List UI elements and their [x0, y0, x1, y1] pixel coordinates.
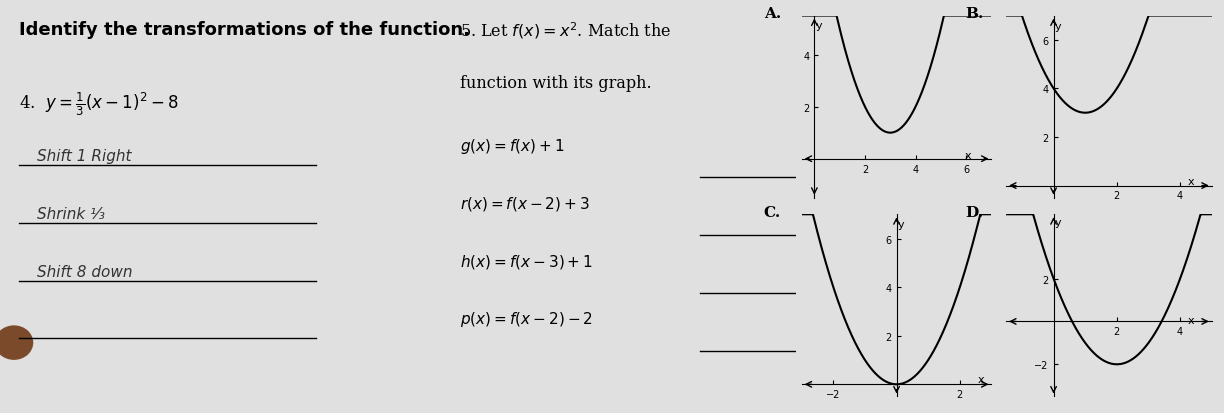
Text: y: y — [1055, 21, 1061, 31]
Text: x: x — [1189, 315, 1195, 325]
Text: 4.  $y = \frac{1}{3}(x - 1)^2 - 8$: 4. $y = \frac{1}{3}(x - 1)^2 - 8$ — [18, 91, 179, 118]
Text: function with its graph.: function with its graph. — [460, 74, 651, 91]
Text: y: y — [1055, 218, 1061, 228]
Text: x: x — [1189, 176, 1195, 186]
Text: C.: C. — [764, 206, 781, 220]
Text: A.: A. — [764, 7, 781, 21]
Text: x: x — [977, 375, 984, 385]
Text: Shrink ¹⁄₃: Shrink ¹⁄₃ — [37, 206, 105, 221]
Text: $p(x) = f(x - 2) - 2$: $p(x) = f(x - 2) - 2$ — [460, 310, 592, 329]
Text: Shift 8 down: Shift 8 down — [37, 264, 132, 279]
Text: $r(x) = f(x - 2) + 3$: $r(x) = f(x - 2) + 3$ — [460, 194, 590, 212]
Text: $g(x) = f(x) + 1$: $g(x) = f(x) + 1$ — [460, 136, 564, 155]
Text: Shift 1 Right: Shift 1 Right — [37, 149, 132, 164]
Circle shape — [0, 326, 33, 359]
Text: $h(x) = f(x - 3) + 1$: $h(x) = f(x - 3) + 1$ — [460, 252, 592, 270]
Text: y: y — [815, 21, 823, 31]
Text: Identify the transformations of the function.: Identify the transformations of the func… — [18, 21, 470, 38]
Text: x: x — [965, 151, 972, 161]
Text: B.: B. — [965, 7, 983, 21]
Text: y: y — [898, 220, 905, 230]
Text: D.: D. — [965, 206, 983, 220]
Text: 5. Let $f(x) = x^2$. Match the: 5. Let $f(x) = x^2$. Match the — [460, 21, 671, 41]
